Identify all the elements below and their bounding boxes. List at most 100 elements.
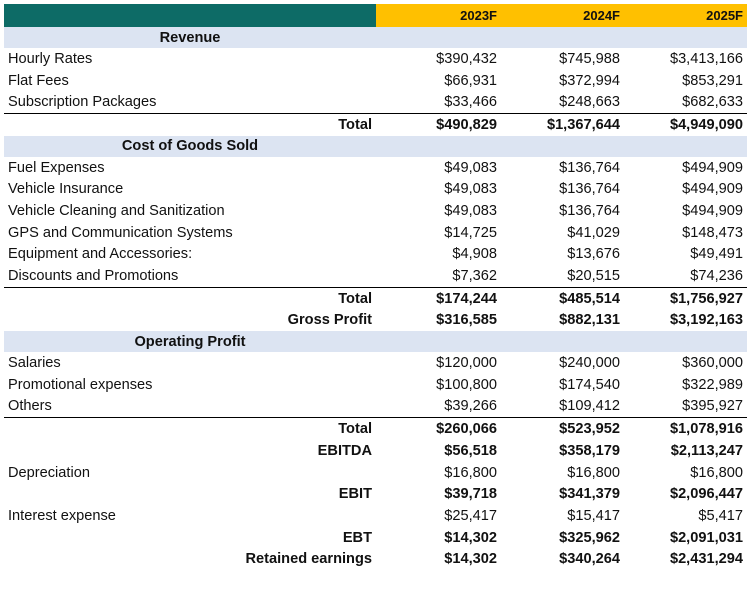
cell-2025: $5,417 <box>698 507 743 524</box>
header-row: 2023F 2024F 2025F <box>4 4 747 27</box>
cell-2024: $174,540 <box>559 376 620 393</box>
row-label: Total <box>4 417 376 440</box>
table-row: Salaries $120,000 $240,000 $360,000 <box>4 352 747 374</box>
row-label: Vehicle Insurance <box>8 181 124 198</box>
cell-2023: $49,083 <box>444 202 497 219</box>
cell-2023: $33,466 <box>444 94 497 111</box>
row-label: Salaries <box>8 355 61 372</box>
section-cogs: Cost of Goods Sold <box>4 135 747 157</box>
cell-2024: $136,764 <box>559 181 620 198</box>
cell-2024: $240,000 <box>559 355 620 372</box>
row-label: Fuel Expenses <box>8 159 105 176</box>
cell-2024: $341,379 <box>559 486 620 503</box>
cogs-total-row: Total $174,244 $485,514 $1,756,927 <box>4 286 747 310</box>
row-label: Vehicle Cleaning and Sanitization <box>8 202 225 219</box>
row-label: EBIT <box>338 486 372 503</box>
cell-2024: $109,412 <box>559 398 620 415</box>
table-row: Promotional expenses $100,800 $174,540 $… <box>4 374 747 396</box>
header-year-2025: 2025F <box>624 4 747 27</box>
ebit-row: EBIT $39,718 $341,379 $2,096,447 <box>4 483 747 505</box>
cell-2025: $853,291 <box>682 72 743 89</box>
cell-2025: $2,096,447 <box>669 486 743 503</box>
cell-2023: $14,302 <box>444 529 497 546</box>
row-label: Depreciation <box>8 464 90 481</box>
table-row: Vehicle Cleaning and Sanitization $49,08… <box>4 200 747 222</box>
cell-2024: $340,264 <box>559 551 620 568</box>
cell-2023: $260,066 <box>376 417 501 440</box>
row-label: Total <box>4 286 376 310</box>
header-blank-cell <box>4 4 376 27</box>
cell-2025: $682,633 <box>682 94 743 111</box>
table-row: Others $39,266 $109,412 $395,927 <box>4 396 747 418</box>
table-row: Fuel Expenses $49,083 $136,764 $494,909 <box>4 157 747 179</box>
cell-2023: $7,362 <box>452 268 497 285</box>
gross-profit-row: Gross Profit $316,585 $882,131 $3,192,16… <box>4 310 747 332</box>
table-row: Vehicle Insurance $49,083 $136,764 $494,… <box>4 178 747 200</box>
cell-2023: $14,302 <box>444 551 497 568</box>
cell-2025: $4,949,090 <box>624 113 747 136</box>
row-label: EBT <box>342 529 372 546</box>
table-row: Hourly Rates $390,432 $745,988 $3,413,16… <box>4 48 747 70</box>
row-label: Subscription Packages <box>8 94 157 111</box>
section-title: Revenue <box>4 27 376 48</box>
row-label: Others <box>8 398 52 415</box>
cell-2023: $14,725 <box>444 224 497 241</box>
section-operating-profit: Operating Profit <box>4 331 747 353</box>
cell-2024: $20,515 <box>567 268 620 285</box>
cell-2023: $49,083 <box>444 181 497 198</box>
table-row: Flat Fees $66,931 $372,994 $853,291 <box>4 70 747 92</box>
cell-2025: $2,113,247 <box>670 442 743 459</box>
cell-2023: $120,000 <box>436 355 497 372</box>
table-row: Equipment and Accessories: $4,908 $13,67… <box>4 244 747 266</box>
row-label: Hourly Rates <box>8 50 93 67</box>
cell-2023: $25,417 <box>444 507 497 524</box>
cell-2025: $494,909 <box>682 202 743 219</box>
section-title: Operating Profit <box>4 331 376 353</box>
opex-total-row: Total $260,066 $523,952 $1,078,916 <box>4 417 747 440</box>
header-year-2024: 2024F <box>501 4 624 27</box>
cell-2023: $16,800 <box>444 464 497 481</box>
section-revenue: Revenue <box>4 27 747 48</box>
depreciation-row: Depreciation $16,800 $16,800 $16,800 <box>4 462 747 484</box>
cell-2024: $523,952 <box>501 417 624 440</box>
row-label: Retained earnings <box>245 551 372 568</box>
cell-2025: $1,078,916 <box>624 417 747 440</box>
cell-2024: $1,367,644 <box>501 113 624 136</box>
cell-2024: $136,764 <box>559 159 620 176</box>
cell-2024: $745,988 <box>559 50 620 67</box>
cell-2024: $16,800 <box>567 464 620 481</box>
cell-2023: $4,908 <box>452 246 497 263</box>
cell-2025: $74,236 <box>690 268 743 285</box>
cell-2023: $39,718 <box>444 486 497 503</box>
cell-2025: $360,000 <box>682 355 743 372</box>
cell-2024: $13,676 <box>567 246 620 263</box>
cell-2023: $66,931 <box>444 72 497 89</box>
cell-2023: $49,083 <box>444 159 497 176</box>
row-label: GPS and Communication Systems <box>8 224 233 241</box>
cell-2025: $494,909 <box>682 159 743 176</box>
cell-2024: $136,764 <box>559 202 620 219</box>
table-row: Discounts and Promotions $7,362 $20,515 … <box>4 265 747 287</box>
cell-2024: $41,029 <box>567 224 620 241</box>
interest-expense-row: Interest expense $25,417 $15,417 $5,417 <box>4 505 747 527</box>
revenue-total-row: Total $490,829 $1,367,644 $4,949,090 <box>4 113 747 136</box>
cell-2023: $490,829 <box>376 113 501 136</box>
cell-2024: $882,131 <box>559 312 620 329</box>
row-label: Promotional expenses <box>8 376 153 393</box>
table-row: Subscription Packages $33,466 $248,663 $… <box>4 91 747 113</box>
income-statement-table: 2023F 2024F 2025F Revenue Hourly Rates $… <box>4 4 747 570</box>
ebt-row: EBT $14,302 $325,962 $2,091,031 <box>4 527 747 549</box>
row-label: Discounts and Promotions <box>8 268 179 285</box>
cell-2024: $248,663 <box>559 94 620 111</box>
cell-2023: $100,800 <box>436 376 497 393</box>
row-label: Interest expense <box>8 507 116 524</box>
cell-2024: $372,994 <box>559 72 620 89</box>
cell-2023: $390,432 <box>436 50 497 67</box>
cell-2025: $395,927 <box>682 398 743 415</box>
cell-2025: $2,431,294 <box>669 551 743 568</box>
cell-2025: $16,800 <box>690 464 743 481</box>
cell-2025: $494,909 <box>682 181 743 198</box>
cell-2025: $322,989 <box>682 376 743 393</box>
header-year-2023: 2023F <box>376 4 501 27</box>
cell-2025: $3,413,166 <box>669 50 743 67</box>
